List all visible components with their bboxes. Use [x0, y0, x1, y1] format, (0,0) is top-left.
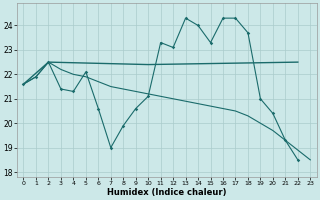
X-axis label: Humidex (Indice chaleur): Humidex (Indice chaleur) [107, 188, 227, 197]
